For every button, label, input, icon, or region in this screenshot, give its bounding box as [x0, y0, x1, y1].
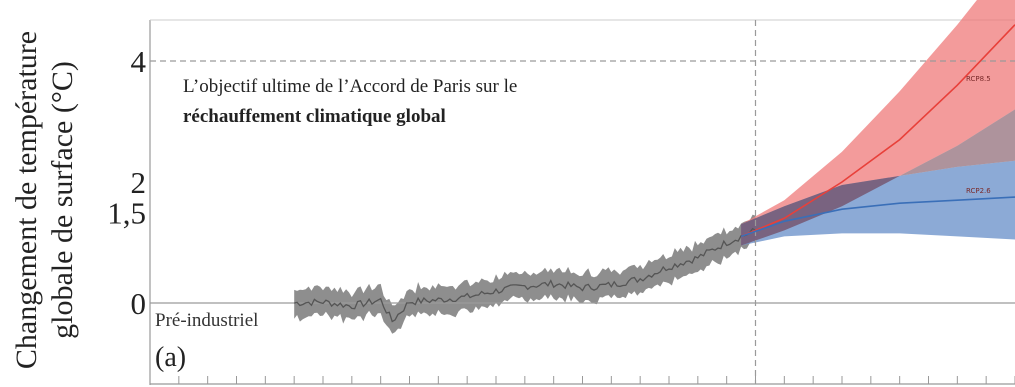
baseline-label: Pré-industriel: [155, 310, 258, 331]
historical-band: [294, 214, 756, 334]
scenario-bands: [294, 0, 1015, 334]
label-rcp2-6: RCP2.6: [966, 187, 991, 195]
y-tick-label-1-5: 1,5: [107, 195, 146, 230]
y-axis-label-line1: Changement de température: [10, 31, 43, 369]
scenario-labels: RCP8.5 RCP2.6: [966, 75, 991, 195]
y-tick-label-4: 4: [131, 44, 147, 79]
paris-targets: [154, 177, 1005, 217]
annotation-line1: L’objectif ultime de l’Accord de Paris s…: [183, 76, 517, 97]
reference-lines: [150, 20, 1015, 384]
panel-label: (a): [155, 342, 186, 373]
y-axis-label-line2: globale de surface (°C): [46, 61, 79, 339]
line-rcp2-6: [740, 196, 1015, 238]
y-axis-label: Changement de température globale de sur…: [10, 31, 79, 369]
x-axis-ticks: [149, 376, 1015, 384]
label-rcp8-5: RCP8.5: [966, 75, 991, 83]
line-rcp8-5: [740, 24, 1015, 238]
series-lines: [294, 24, 1015, 323]
historical-line: [294, 227, 756, 323]
annotation-line2: réchauffement climatique global: [183, 106, 446, 127]
y-tick-label-0: 0: [131, 286, 147, 321]
y-tick-label-2: 2: [131, 165, 147, 200]
